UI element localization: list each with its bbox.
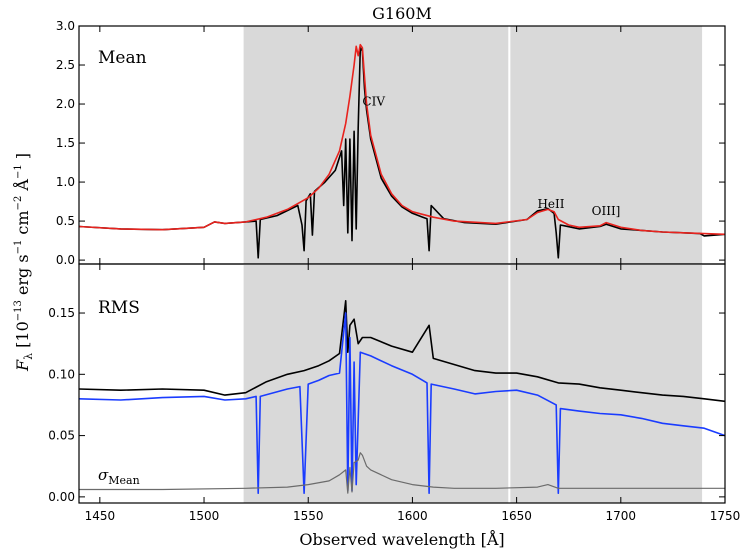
- y-label-main: F: [13, 359, 32, 372]
- x-tick-label: 1550: [293, 509, 324, 523]
- rms-panel-label: RMS: [98, 298, 140, 318]
- annotation-heii: HeII: [537, 197, 564, 211]
- y-tick-label: 0.5: [56, 214, 75, 228]
- y-tick-label: 0.10: [48, 367, 75, 381]
- x-tick-label: 1500: [189, 509, 220, 523]
- sigma-subscript: Mean: [108, 474, 139, 487]
- shaded-region-0: [243, 264, 509, 503]
- sigma-mean-label: σMean: [98, 466, 140, 487]
- y-tick-label: 2.5: [56, 58, 75, 72]
- chart-title: G160M: [372, 4, 432, 23]
- x-tick-label: 1700: [606, 509, 637, 523]
- y-label-open: [10: [13, 321, 32, 353]
- x-tick-label: 1600: [397, 509, 428, 523]
- series-line-rms-spectrum: [79, 300, 725, 403]
- y-tick-label: 3.0: [56, 19, 75, 33]
- x-tick-label: 1650: [501, 509, 532, 523]
- y-label-exp2: −1: [13, 240, 24, 255]
- y-label-exp: −13: [13, 300, 24, 321]
- y-tick-label: 0.15: [48, 306, 75, 320]
- y-tick-label: 0.05: [48, 429, 75, 443]
- shaded-region-0: [243, 26, 509, 264]
- x-axis-label: Observed wavelength [Å]: [299, 529, 504, 549]
- series-line-mean-spectrum: [79, 47, 725, 259]
- y-tick-label: 2.0: [56, 97, 75, 111]
- y-label-exp4: −1: [13, 164, 24, 179]
- y-tick-label: 1.0: [56, 175, 75, 189]
- y-label-exp3: −2: [13, 196, 24, 211]
- rms-panel: 0.00 0.05 0.10 0.15 1450 1500 1550 1600 1650 1700…: [48, 263, 741, 523]
- shaded-region-1: [510, 264, 703, 503]
- shaded-region-1: [510, 26, 703, 264]
- axes-frame: [78, 263, 726, 504]
- y-label-sub: λ: [22, 353, 35, 360]
- annotation-oiii: OIII]: [592, 204, 621, 218]
- series-line-rms-model-subtracted-: [79, 312, 725, 494]
- y-label-units: erg s: [13, 254, 32, 300]
- y-label-ang: Å: [12, 179, 32, 196]
- series-line-model: [79, 43, 725, 236]
- y-label-close: ]: [13, 153, 32, 164]
- sigma-symbol: σ: [98, 466, 109, 484]
- x-tick-label: 1750: [710, 509, 741, 523]
- y-tick-label: 0.0: [56, 253, 75, 267]
- x-tick-label: 1450: [85, 509, 116, 523]
- y-axis-label: Fλ [10−13 erg s−1 cm−2 Å−1 ]: [12, 153, 35, 372]
- series-line--mean: [79, 452, 725, 494]
- mean-panel: 0.0 0.5 1.0 1.5 2.0 2.5 3.0 CIV HeII OIII]: [56, 19, 726, 267]
- y-tick-label: 0.00: [48, 490, 75, 504]
- mean-panel-label: Mean: [98, 48, 147, 68]
- y-tick-label: 1.5: [56, 136, 75, 150]
- y-label-cm: cm: [13, 210, 32, 239]
- annotation-civ: CIV: [362, 95, 385, 109]
